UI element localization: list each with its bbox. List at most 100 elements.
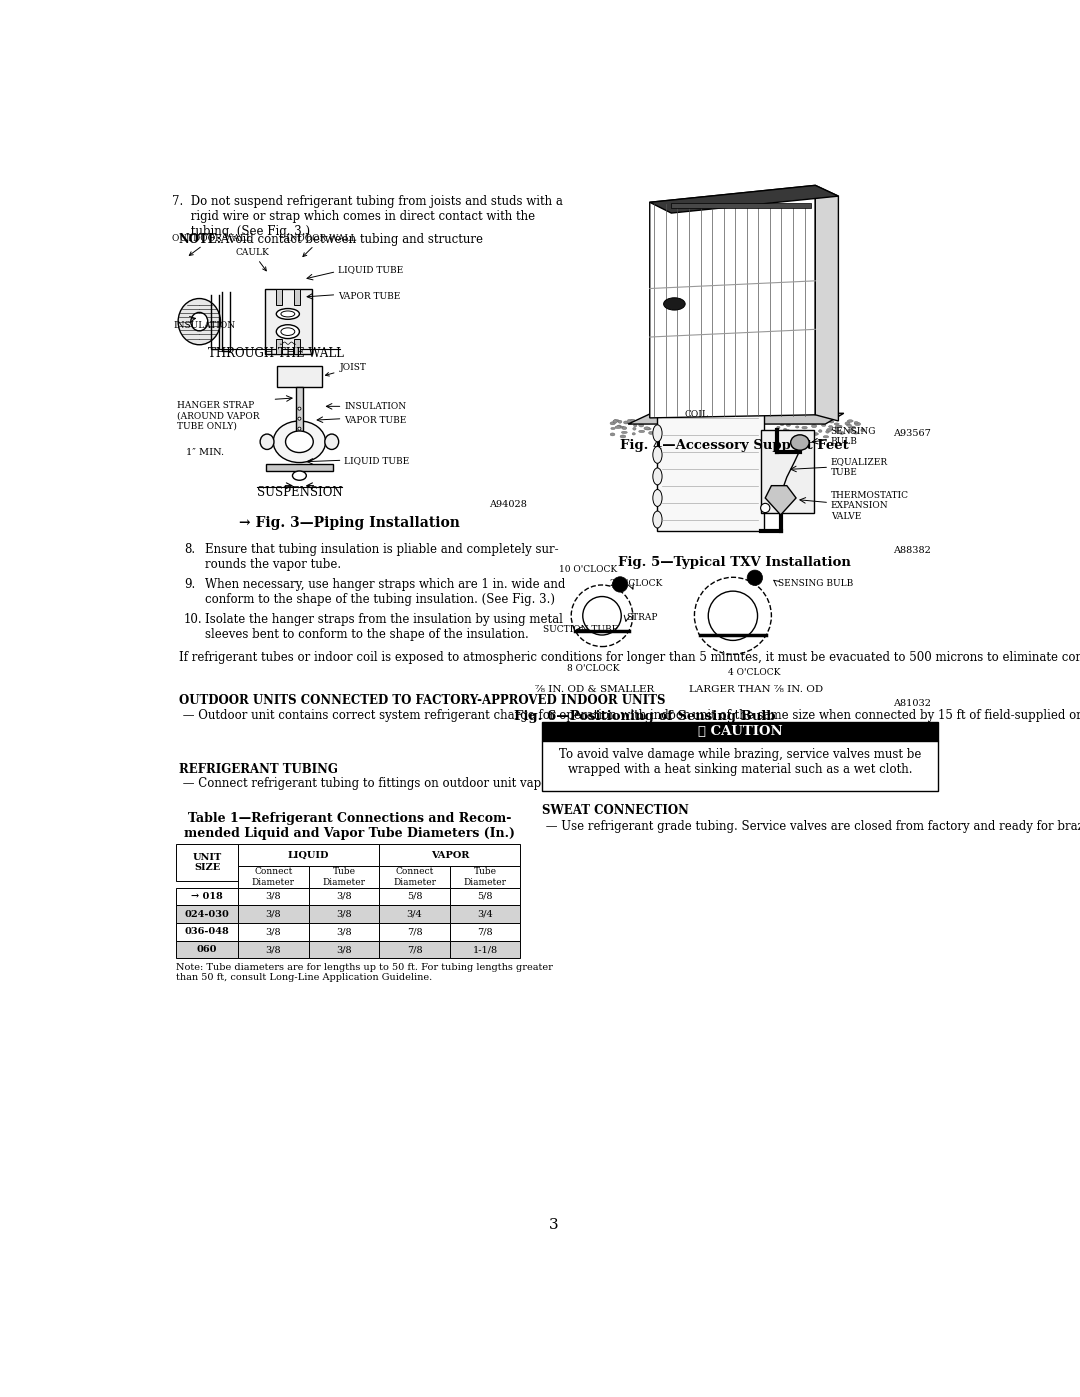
Bar [176,844,239,882]
Ellipse shape [635,420,639,423]
Text: JOIST: JOIST [325,363,366,376]
Text: 7/8: 7/8 [407,928,422,936]
Ellipse shape [742,429,745,430]
Text: 3/8: 3/8 [266,928,281,936]
Ellipse shape [783,429,787,432]
Bar [309,887,379,905]
Ellipse shape [613,419,619,422]
Bar [275,289,282,305]
Text: 3/4: 3/4 [477,909,492,919]
Text: Fig. 6—Positioning of Sensing Bulb: Fig. 6—Positioning of Sensing Bulb [514,710,775,722]
Circle shape [612,577,627,592]
Polygon shape [766,486,796,515]
Ellipse shape [805,433,809,434]
Text: INSULATION: INSULATION [345,402,406,411]
Text: A94028: A94028 [488,500,527,509]
Bar [265,289,312,353]
Ellipse shape [638,430,645,433]
Bar [176,923,239,940]
Bar [672,204,811,208]
Polygon shape [650,186,838,214]
Ellipse shape [633,427,636,430]
Ellipse shape [652,511,662,528]
Text: 3/8: 3/8 [336,891,352,901]
Ellipse shape [652,425,662,441]
Text: 3/8: 3/8 [266,909,281,919]
Ellipse shape [618,420,622,423]
Text: A93567: A93567 [893,429,931,439]
Ellipse shape [834,423,839,425]
Bar [309,905,379,923]
Ellipse shape [784,429,789,432]
Text: Tube
Diameter: Tube Diameter [323,868,365,887]
Ellipse shape [718,432,724,433]
Text: 7/8: 7/8 [407,946,422,954]
Ellipse shape [652,447,662,464]
Ellipse shape [756,434,760,437]
Ellipse shape [680,436,685,437]
Text: 5/8: 5/8 [477,891,492,901]
Ellipse shape [861,429,865,432]
Text: 3/8: 3/8 [266,891,281,901]
Bar [450,905,521,923]
Bar [239,866,309,887]
Ellipse shape [777,430,782,434]
Text: ⁷⁄₈ IN. OD & SMALLER: ⁷⁄₈ IN. OD & SMALLER [535,685,653,694]
Ellipse shape [702,425,707,427]
Ellipse shape [721,434,725,437]
Ellipse shape [850,426,855,429]
Text: Tube
Diameter: Tube Diameter [463,868,507,887]
Ellipse shape [829,420,834,423]
Ellipse shape [819,430,822,433]
Text: — Outdoor unit contains correct system refrigerant charge for operation with ind: — Outdoor unit contains correct system r… [178,708,1080,722]
Text: ⚠ CAUTION: ⚠ CAUTION [698,725,783,738]
Text: HANGER STRAP
(AROUND VAPOR
TUBE ONLY): HANGER STRAP (AROUND VAPOR TUBE ONLY) [177,401,259,430]
Text: When necessary, use hanger straps which are 1 in. wide and
conform to the shape : When necessary, use hanger straps which … [205,578,565,606]
Bar [239,940,309,958]
Text: THROUGH THE WALL: THROUGH THE WALL [208,346,345,360]
Ellipse shape [707,436,713,439]
Bar [450,923,521,940]
Ellipse shape [688,427,693,429]
Ellipse shape [644,427,650,430]
Ellipse shape [835,427,838,430]
Bar [309,940,379,958]
Text: 3/8: 3/8 [336,946,352,954]
Bar [379,866,450,887]
Ellipse shape [610,433,615,436]
Text: Fig. 5—Typical TXV Installation: Fig. 5—Typical TXV Installation [618,556,851,570]
Text: THERMOSTATIC
EXPANSION
VALVE: THERMOSTATIC EXPANSION VALVE [831,490,908,521]
Ellipse shape [663,298,685,310]
Ellipse shape [691,423,697,426]
Text: Table 1—Refrigerant Connections and Recom-
mended Liquid and Vapor Tube Diameter: Table 1—Refrigerant Connections and Reco… [184,812,515,840]
Text: 060: 060 [197,946,217,954]
Text: EQUALIZER
TUBE: EQUALIZER TUBE [831,457,888,476]
Bar [239,887,309,905]
Text: 036-048: 036-048 [185,928,230,936]
Ellipse shape [652,468,662,485]
Ellipse shape [611,427,616,430]
Ellipse shape [191,313,207,331]
Ellipse shape [707,425,712,427]
Bar [379,887,450,905]
Circle shape [760,503,770,513]
Bar [176,940,239,958]
Text: Isolate the hanger straps from the insulation by using metal
sleeves bent to con: Isolate the hanger straps from the insul… [205,613,563,641]
Bar [266,464,334,471]
Text: 10 O'CLOCK: 10 O'CLOCK [559,566,618,574]
Bar [294,289,300,305]
Ellipse shape [812,433,819,436]
Ellipse shape [811,425,816,427]
Ellipse shape [627,422,633,425]
Bar [379,905,450,923]
Text: 7/8: 7/8 [477,928,492,936]
Text: Avoid contact between tubing and structure: Avoid contact between tubing and structu… [217,233,483,246]
Polygon shape [650,186,815,418]
Ellipse shape [632,422,636,425]
Text: 2 O'CLOCK: 2 O'CLOCK [610,578,662,588]
Text: LIQUID TUBE: LIQUID TUBE [345,455,409,465]
Ellipse shape [325,434,339,450]
Ellipse shape [660,427,664,429]
Ellipse shape [652,489,662,507]
Ellipse shape [791,434,809,450]
